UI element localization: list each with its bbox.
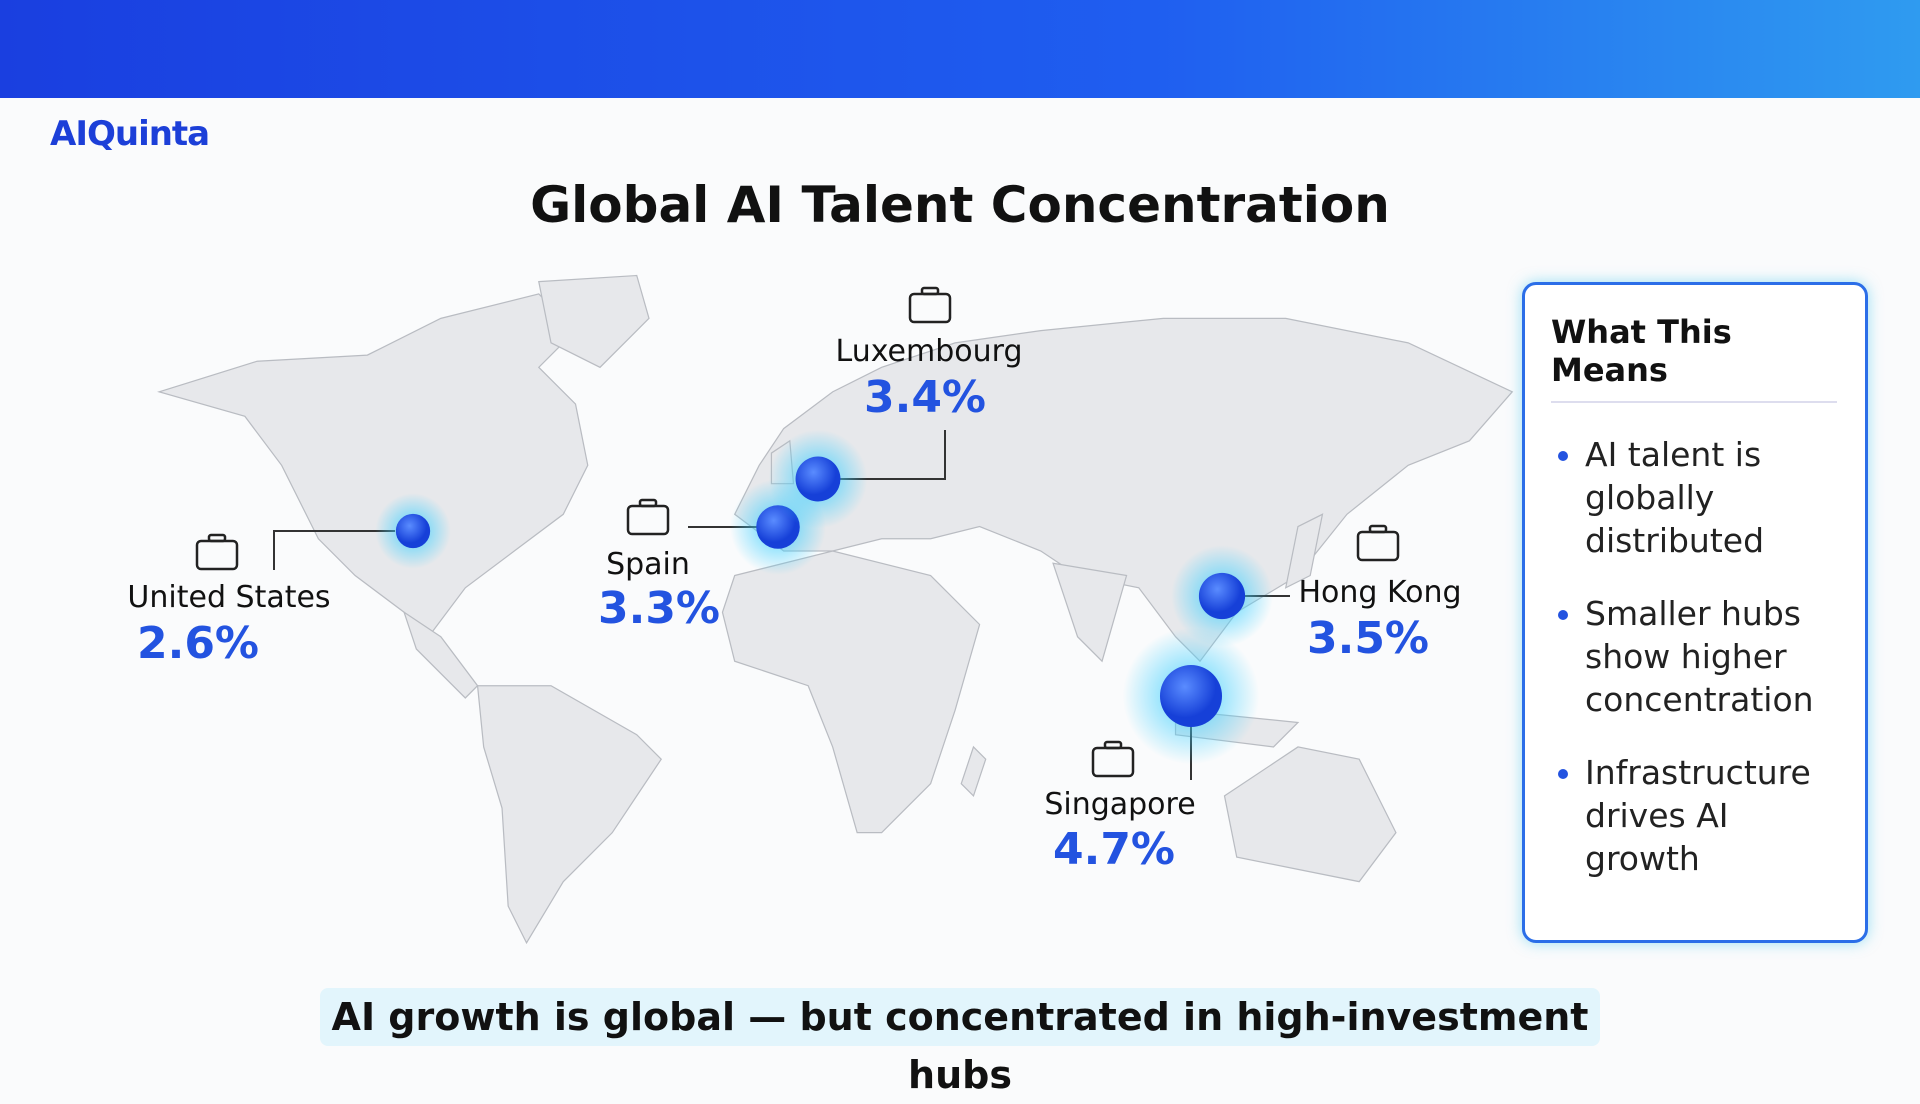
icon (638, 498, 658, 508)
hub-value: 2.6% (136, 618, 260, 669)
icon (908, 292, 952, 324)
icon (1103, 740, 1123, 750)
logo: AIQuinta (50, 114, 210, 154)
bubble (795, 456, 841, 502)
page: AIQuinta Global AI Talent Concentration … (0, 0, 1920, 1080)
icon (195, 539, 239, 571)
info-panel: What This Means AI talent is globally di… (1522, 282, 1868, 943)
hub-value: 4.7% (1052, 824, 1176, 875)
continents (157, 274, 1514, 945)
connector (836, 430, 946, 480)
world-map (157, 274, 1514, 945)
caption: AI growth is global — but concentrated i… (320, 988, 1600, 1097)
icon (626, 504, 670, 536)
bubble (395, 513, 431, 549)
bullet: AI talent is globally distributed (1585, 433, 1845, 562)
icon (920, 286, 940, 296)
connector (273, 530, 395, 570)
icon (1356, 530, 1400, 562)
panel-title: What This Means (1551, 313, 1837, 403)
hub-name: Spain (606, 547, 690, 582)
bullet-list: AI talent is globally distributed Smalle… (1525, 433, 1865, 880)
hub-value: 3.5% (1306, 613, 1430, 664)
title: Global AI Talent Concentration (530, 176, 1390, 234)
hub-name: Hong Kong (1298, 575, 1462, 610)
icon (1091, 746, 1135, 778)
hub-value: 3.4% (863, 372, 987, 423)
bubble (1159, 664, 1223, 728)
icon (1368, 524, 1388, 534)
bubble (1198, 572, 1246, 620)
bullet: Smaller hubs show higher concentration (1585, 592, 1845, 721)
hub-name: Singapore (1044, 787, 1196, 822)
bullet: Infrastructure drives AI growth (1585, 751, 1845, 880)
hub-value: 3.3% (597, 583, 721, 634)
icon (207, 533, 227, 543)
hub-name: Luxembourg (835, 334, 1023, 369)
banner (0, 0, 1920, 98)
hub-name: United States (127, 580, 331, 615)
